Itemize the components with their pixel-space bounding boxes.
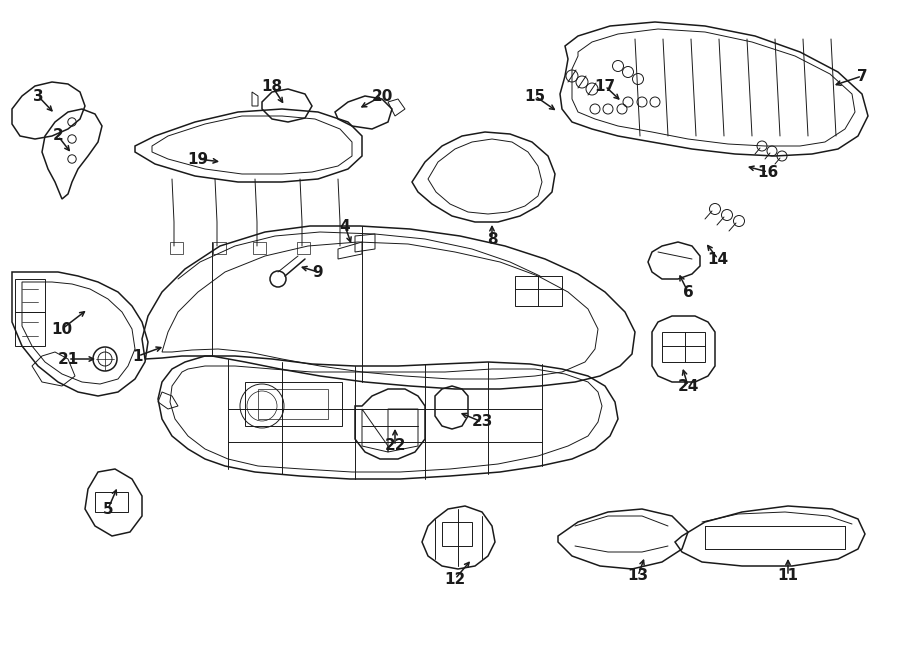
- Text: 10: 10: [51, 321, 73, 337]
- Text: 13: 13: [627, 568, 649, 584]
- Text: 16: 16: [758, 165, 778, 179]
- Text: 5: 5: [103, 501, 113, 517]
- Text: 22: 22: [384, 438, 406, 454]
- Text: 24: 24: [678, 378, 698, 394]
- Text: 12: 12: [445, 572, 465, 586]
- Text: 18: 18: [261, 78, 283, 94]
- Text: 9: 9: [312, 264, 323, 280]
- Text: 8: 8: [487, 232, 498, 246]
- Text: 15: 15: [525, 88, 545, 104]
- Text: 7: 7: [857, 68, 868, 84]
- Text: 20: 20: [372, 88, 392, 104]
- Text: 17: 17: [594, 78, 616, 94]
- Text: 23: 23: [472, 414, 492, 430]
- Text: 1: 1: [133, 349, 143, 363]
- Text: 6: 6: [682, 284, 693, 299]
- Text: 14: 14: [707, 252, 729, 266]
- Text: 11: 11: [778, 568, 798, 584]
- Text: 4: 4: [339, 218, 350, 234]
- Text: 2: 2: [52, 129, 63, 143]
- Text: 3: 3: [32, 88, 43, 104]
- Text: 19: 19: [187, 151, 209, 167]
- Text: 21: 21: [58, 351, 78, 367]
